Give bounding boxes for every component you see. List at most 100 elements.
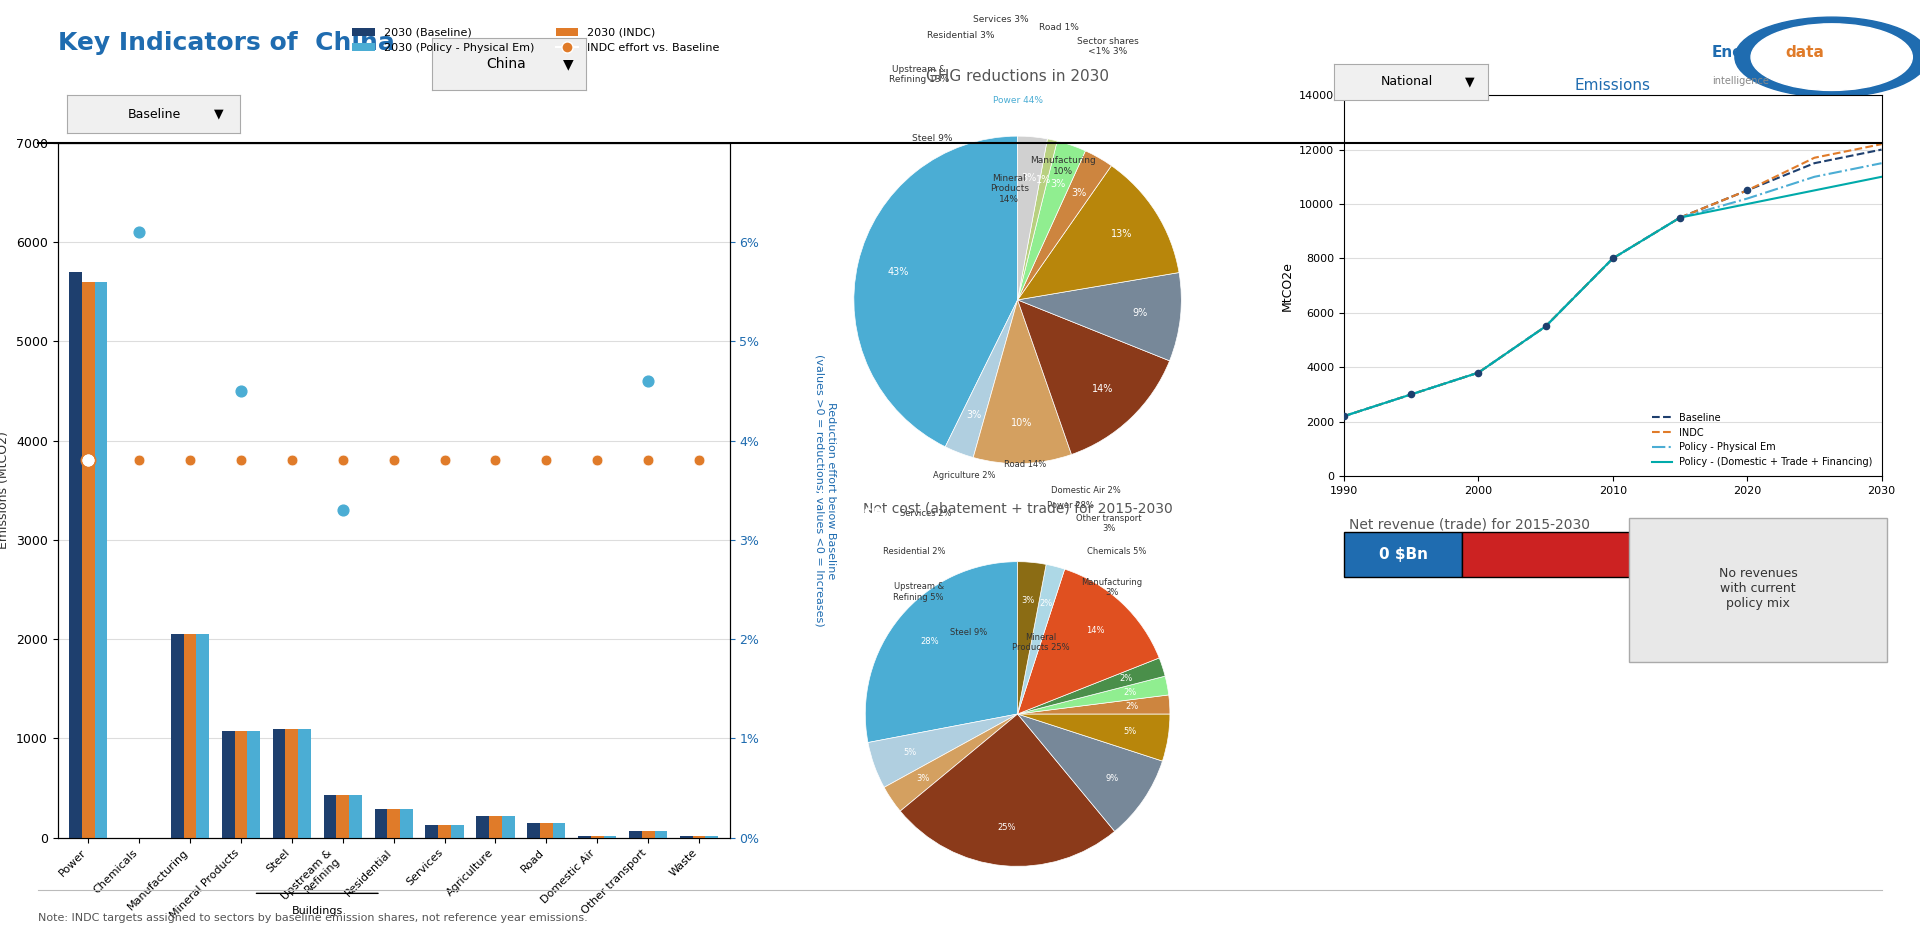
- Bar: [426, 824, 438, 838]
- Point: [634, 453, 664, 468]
- Policy - Physical Em: [1736, 193, 1759, 205]
- Policy - Physical Em: [1803, 171, 1826, 183]
- Baseline: [1534, 321, 1557, 332]
- Bar: [399, 809, 413, 838]
- Point: [1530, 319, 1561, 334]
- Point: [582, 453, 612, 468]
- Wedge shape: [1018, 714, 1169, 761]
- Wedge shape: [973, 300, 1071, 464]
- Text: 14%: 14%: [1087, 626, 1106, 635]
- Wedge shape: [1018, 714, 1162, 831]
- Policy - (Domestic + Trade + Financing): [1534, 321, 1557, 332]
- Wedge shape: [1018, 695, 1169, 714]
- Point: [1732, 183, 1763, 198]
- Bar: [630, 831, 641, 838]
- Point: [1665, 210, 1695, 226]
- Bar: [438, 824, 451, 838]
- Text: 2%: 2%: [1123, 688, 1137, 697]
- Bar: [388, 809, 399, 838]
- Bar: [273, 728, 286, 838]
- Text: Services 3%: Services 3%: [973, 14, 1029, 24]
- Text: Mineral
Products 25%: Mineral Products 25%: [1012, 633, 1069, 652]
- Wedge shape: [868, 714, 1018, 787]
- Bar: [705, 836, 718, 838]
- Text: 3%: 3%: [1071, 188, 1087, 198]
- INDC: [1467, 367, 1490, 378]
- Text: Note: INDC targets assigned to sectors by baseline emission shares, not referenc: Note: INDC targets assigned to sectors b…: [38, 913, 588, 922]
- Bar: [490, 816, 501, 838]
- Text: 5%: 5%: [904, 748, 916, 757]
- Point: [1329, 408, 1359, 424]
- Bar: [501, 816, 515, 838]
- Line: Policy - Physical Em: Policy - Physical Em: [1344, 163, 1882, 416]
- Bar: [540, 823, 553, 838]
- Policy - Physical Em: [1870, 157, 1893, 169]
- Point: [326, 453, 357, 468]
- Point: [73, 453, 104, 468]
- INDC: [1601, 252, 1624, 264]
- Wedge shape: [883, 714, 1018, 811]
- Text: Baseline: Baseline: [127, 108, 180, 121]
- Point: [430, 453, 461, 468]
- INDC: [1736, 185, 1759, 196]
- Policy - (Domestic + Trade + Financing): [1332, 410, 1356, 422]
- Circle shape: [1736, 17, 1920, 97]
- Text: Manufacturing
10%: Manufacturing 10%: [1031, 156, 1096, 176]
- Bar: [171, 634, 184, 838]
- Wedge shape: [1018, 300, 1169, 454]
- Wedge shape: [1018, 166, 1179, 300]
- Bar: [234, 730, 248, 838]
- Policy - (Domestic + Trade + Financing): [1668, 212, 1692, 224]
- Text: National: National: [1380, 75, 1432, 89]
- Baseline: [1467, 367, 1490, 378]
- Line: Policy - (Domestic + Trade + Financing): Policy - (Domestic + Trade + Financing): [1344, 177, 1882, 416]
- Policy - Physical Em: [1400, 388, 1423, 400]
- Wedge shape: [1018, 272, 1181, 361]
- Policy - Physical Em: [1467, 367, 1490, 378]
- Text: Chemicals 5%: Chemicals 5%: [1087, 547, 1146, 556]
- Text: 13%: 13%: [1110, 229, 1133, 239]
- Bar: [693, 836, 705, 838]
- INDC: [1668, 212, 1692, 224]
- Policy - Physical Em: [1332, 410, 1356, 422]
- Baseline: [1870, 144, 1893, 155]
- Text: No revenues
with current
policy mix: No revenues with current policy mix: [1718, 567, 1797, 610]
- Point: [123, 225, 154, 240]
- Bar: [94, 282, 108, 838]
- Bar: [655, 831, 668, 838]
- Wedge shape: [1018, 136, 1048, 300]
- Point: [276, 453, 307, 468]
- Text: Steel 9%: Steel 9%: [912, 134, 952, 143]
- Text: Mineral
Products
14%: Mineral Products 14%: [991, 174, 1029, 204]
- Point: [326, 503, 357, 518]
- Wedge shape: [854, 136, 1018, 446]
- Policy - Physical Em: [1534, 321, 1557, 332]
- Point: [73, 453, 104, 468]
- Point: [1463, 365, 1494, 380]
- Circle shape: [1751, 24, 1912, 90]
- Policy - Physical Em: [1601, 252, 1624, 264]
- Text: Other transport
3%: Other transport 3%: [1077, 514, 1142, 533]
- Bar: [528, 823, 540, 838]
- Text: 5%: 5%: [1123, 727, 1137, 736]
- Policy - (Domestic + Trade + Financing): [1601, 252, 1624, 264]
- Point: [123, 453, 154, 468]
- Text: Sector shares
<1% 3%: Sector shares <1% 3%: [1077, 37, 1139, 56]
- Bar: [451, 824, 463, 838]
- Text: Services 2%: Services 2%: [900, 509, 952, 518]
- Bar: [184, 634, 196, 838]
- Bar: [336, 795, 349, 838]
- Bar: [196, 634, 209, 838]
- Text: 2%: 2%: [1119, 674, 1133, 684]
- Text: ▼: ▼: [1465, 75, 1475, 89]
- Text: China: China: [486, 57, 526, 71]
- Baseline: [1332, 410, 1356, 422]
- Text: 1%: 1%: [1037, 175, 1052, 185]
- Bar: [591, 836, 603, 838]
- Bar: [553, 823, 564, 838]
- Bar: [680, 836, 693, 838]
- Text: 2%: 2%: [1039, 599, 1052, 607]
- Bar: [83, 282, 94, 838]
- Bar: [286, 728, 298, 838]
- Policy - (Domestic + Trade + Financing): [1803, 185, 1826, 196]
